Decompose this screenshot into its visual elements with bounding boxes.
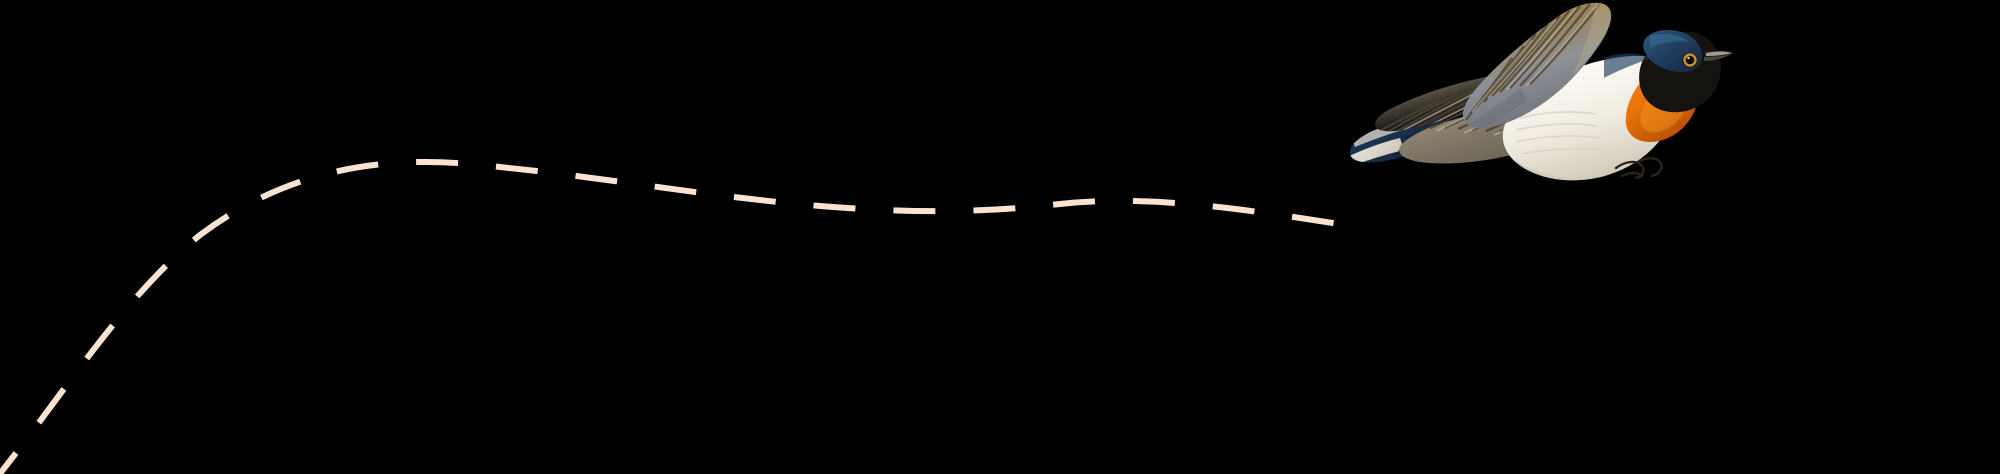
bird-shoulder bbox=[1604, 53, 1650, 78]
bird-eye bbox=[1682, 52, 1698, 68]
bird-illustration bbox=[1349, 2, 1734, 181]
bird-beak bbox=[1704, 50, 1734, 61]
dashed-flight-trail bbox=[0, 158, 1353, 474]
bird-upper-wing bbox=[1462, 2, 1612, 128]
bird-head bbox=[1639, 30, 1734, 113]
upper-wing-barring bbox=[1465, 2, 1611, 128]
bird-feet bbox=[1614, 157, 1663, 180]
